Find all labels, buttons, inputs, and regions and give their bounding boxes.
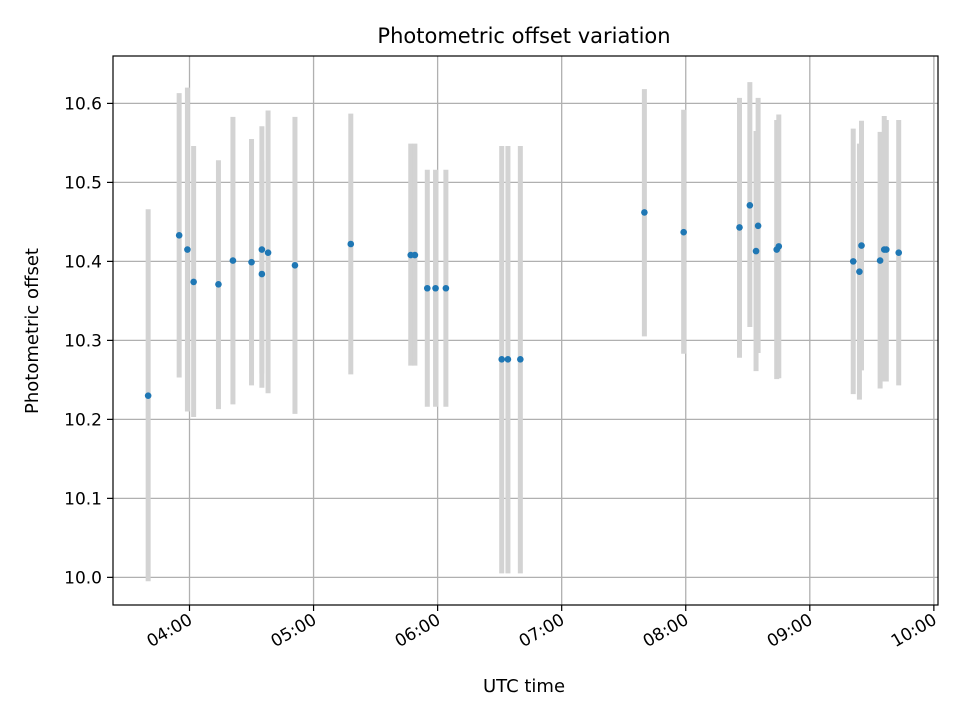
y-tick-label: 10.5 (64, 173, 102, 193)
data-point (754, 222, 762, 230)
data-point (248, 258, 255, 266)
data-point (184, 246, 191, 253)
y-axis-label: Photometric offset (22, 248, 43, 414)
data-point (190, 278, 197, 286)
x-tick-label: 04:00 (144, 610, 196, 652)
data-points (144, 201, 903, 399)
data-point (442, 284, 450, 292)
x-tick-label: 06:00 (392, 610, 444, 652)
data-point (752, 247, 760, 255)
data-point (258, 246, 266, 253)
data-point (498, 356, 506, 363)
data-point (895, 249, 903, 256)
data-point (736, 224, 743, 231)
data-point (215, 280, 222, 288)
y-tick-label: 10.3 (64, 331, 102, 351)
x-axis-label: UTC time (483, 676, 565, 697)
data-point (144, 392, 152, 399)
data-point (856, 268, 863, 275)
x-tick-label: 05:00 (268, 610, 320, 652)
x-tick-label: 10:00 (888, 610, 940, 652)
x-tick-label: 08:00 (640, 610, 692, 652)
data-point (175, 232, 183, 239)
data-point (264, 249, 272, 256)
y-axis-ticks: 10.0 10.1 10.2 10.3 10.4 10.5 10.6 (64, 94, 113, 588)
data-point (411, 251, 419, 259)
x-tick-label: 07:00 (516, 610, 568, 652)
data-point (258, 270, 266, 278)
plot-frame (112, 55, 939, 606)
data-point (291, 262, 299, 269)
y-tick-label: 10.0 (64, 568, 102, 588)
y-tick-label: 10.2 (64, 410, 102, 430)
data-point (883, 246, 890, 253)
y-tick-label: 10.1 (64, 489, 102, 509)
data-point (849, 258, 857, 265)
data-point (876, 257, 884, 264)
data-point (347, 240, 355, 248)
data-point (517, 356, 524, 363)
data-point (746, 201, 754, 209)
data-point (858, 242, 865, 249)
chart-title: Photometric offset variation (377, 24, 670, 48)
y-tick-label: 10.4 (64, 252, 102, 272)
error-bars (145, 82, 902, 582)
data-point (432, 284, 439, 292)
data-point (229, 257, 237, 264)
grid-lines (113, 56, 938, 605)
data-point (680, 228, 687, 236)
data-point (641, 209, 648, 216)
data-point (504, 356, 512, 363)
data-point (423, 284, 431, 292)
y-tick-label: 10.6 (64, 94, 102, 114)
x-tick-label: 09:00 (764, 610, 816, 652)
x-axis-ticks: 04:00 05:00 06:00 07:00 08:00 09:00 10:00 (144, 605, 940, 652)
data-point (775, 243, 783, 250)
